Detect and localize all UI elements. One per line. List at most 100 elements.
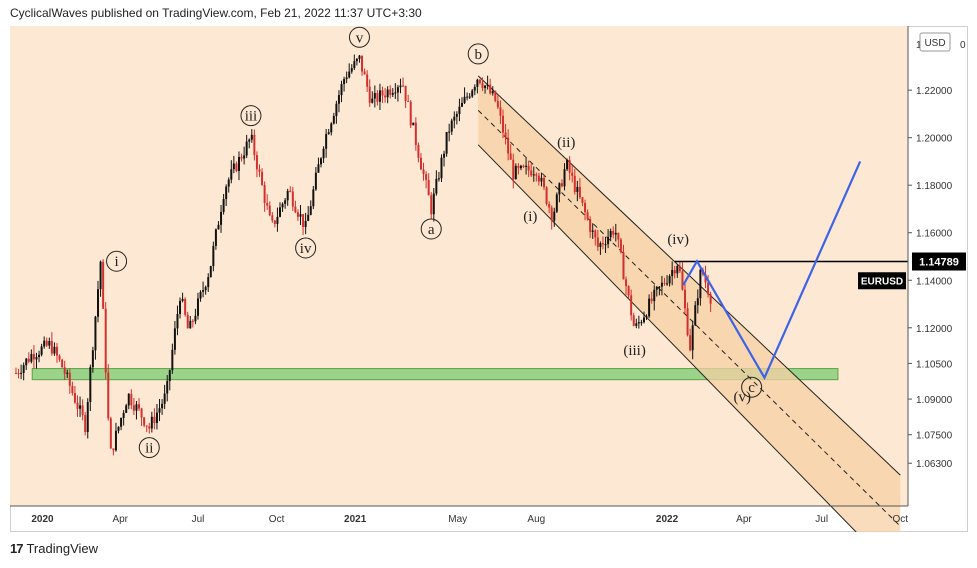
price-candle-body: [222, 199, 225, 212]
price-candle-body: [66, 372, 69, 374]
price-candle-body: [307, 214, 310, 221]
wave-label-circle: [240, 105, 262, 127]
price-candle-body: [637, 322, 640, 324]
price-candle-body: [558, 183, 561, 195]
price-candle-body: [212, 245, 215, 267]
x-tick-label: Oct: [893, 514, 909, 525]
price-candle-body: [230, 169, 233, 180]
price-candle-body: [509, 153, 512, 160]
price-candle-body: [448, 131, 451, 133]
price-candle-body: [94, 316, 97, 351]
price-candle-body: [243, 155, 246, 159]
price-candle-body: [55, 346, 58, 356]
price-candle-body: [320, 158, 323, 165]
price-candle-body: [419, 157, 422, 170]
x-tick-label: Oct: [269, 514, 285, 525]
price-candle-body: [650, 298, 653, 302]
wave-label: (iii): [623, 343, 646, 359]
price-candle-body: [443, 153, 446, 158]
price-candle-body: [14, 372, 17, 374]
price-candle-body: [596, 237, 599, 247]
price-candle-body: [50, 340, 53, 354]
price-candle-body: [391, 93, 394, 95]
price-candle-body: [402, 85, 405, 87]
price-candle-body: [625, 279, 628, 287]
price-candle-body: [25, 358, 28, 366]
price-candle-body: [668, 276, 671, 284]
price-candle-body: [658, 286, 661, 288]
price-candle-body: [314, 172, 317, 190]
y-tick-label: 1.16000: [916, 229, 953, 240]
price-candle-body: [666, 283, 669, 285]
channel-fill: [478, 75, 901, 532]
price-candle-body: [127, 393, 130, 406]
price-candle-body: [73, 393, 76, 403]
y-tick-label: 1.20000: [916, 134, 953, 145]
price-candle-body: [591, 230, 594, 232]
y-tick-label: 1.09000: [916, 395, 953, 406]
price-candle-body: [463, 96, 466, 103]
price-candle-body: [589, 219, 592, 232]
price-candle-body: [278, 207, 281, 217]
price-candle-body: [299, 214, 302, 217]
price-candle-body: [648, 298, 651, 317]
price-candle-body: [81, 405, 84, 416]
price-candle-body: [545, 187, 548, 204]
price-candle-body: [407, 100, 410, 102]
price-candle-body: [109, 418, 112, 449]
price-candle-body: [237, 157, 240, 171]
price-candle-body: [281, 203, 284, 208]
price-candle-body: [404, 85, 407, 101]
price-candle-body: [248, 139, 251, 142]
tradingview-brand[interactable]: TradingView: [26, 541, 99, 556]
x-tick-label: Jul: [192, 514, 205, 525]
price-candle-body: [340, 84, 343, 96]
price-candle-body: [179, 300, 182, 315]
wave-label: (iv): [667, 232, 689, 248]
price-candle-body: [489, 84, 492, 94]
wave-label-circle: [295, 237, 317, 259]
price-candle-body: [676, 266, 679, 274]
price-candle-body: [414, 122, 417, 145]
price-candle-body: [604, 244, 607, 246]
price-candle-body: [253, 134, 256, 156]
price-candle-body: [581, 197, 584, 203]
price-candle-body: [594, 230, 597, 238]
price-candle-body: [97, 289, 100, 317]
price-candle-body: [484, 85, 487, 88]
price-candle-body: [130, 393, 133, 406]
price-candle-body: [284, 200, 287, 204]
price-candle-body: [58, 355, 61, 360]
price-candle-body: [214, 229, 217, 246]
price-candle-body: [35, 357, 38, 360]
price-candle-body: [671, 269, 674, 277]
wave-label: i: [114, 254, 118, 270]
price-candle-body: [478, 79, 481, 83]
price-candle-body: [48, 340, 51, 346]
price-candle-body: [584, 202, 587, 213]
price-candle-body: [355, 58, 358, 62]
price-candle-body: [184, 298, 187, 315]
price-candle-body: [445, 131, 448, 154]
x-tick-label: 2022: [656, 514, 679, 525]
price-candle-body: [396, 87, 399, 93]
price-candle-body: [530, 170, 533, 176]
wave-label: v: [356, 30, 364, 46]
price-candle-body: [155, 412, 158, 424]
wave-label-circle: [420, 218, 442, 240]
price-candle-body: [450, 120, 453, 132]
price-candle-body: [455, 114, 458, 117]
price-candle-body: [468, 96, 471, 98]
x-tick-label: Apr: [112, 514, 128, 525]
price-candle-body: [555, 194, 558, 212]
price-candle-body: [132, 405, 135, 411]
price-candle-body: [91, 350, 94, 368]
y-tick-label: 1.10500: [916, 359, 953, 370]
price-candle-body: [563, 169, 566, 187]
price-candle-body: [27, 358, 30, 362]
price-candle-body: [250, 134, 253, 140]
price-candle-body: [40, 346, 43, 355]
price-candle-body: [527, 165, 530, 171]
price-candle-body: [678, 266, 681, 272]
